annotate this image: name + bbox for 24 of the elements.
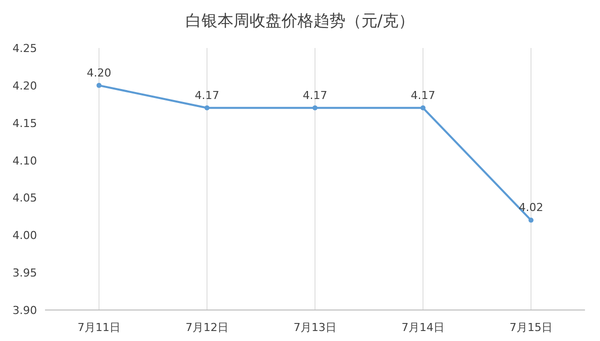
data-label: 4.17 <box>194 88 220 102</box>
data-label: 4.20 <box>86 66 112 80</box>
y-tick-label: 4.15 <box>12 116 37 130</box>
point <box>312 105 318 110</box>
point <box>204 105 210 110</box>
x-tick-label: 7月15日 <box>510 321 552 334</box>
y-tick-label: 3.90 <box>12 304 37 317</box>
y-tick-label: 4.05 <box>12 192 37 205</box>
x-tick-label: 7月13日 <box>294 321 336 334</box>
x-tick-label: 7月12日 <box>186 321 228 334</box>
data-label: 4.17 <box>410 88 436 102</box>
point <box>528 218 534 223</box>
y-tick-label: 4.25 <box>12 42 37 55</box>
data-label: 4.17 <box>302 88 328 102</box>
data-label: 4.02 <box>518 201 544 214</box>
point <box>96 82 102 88</box>
y-tick-label: 4.10 <box>12 154 37 168</box>
y-tick-label: 3.95 <box>12 266 37 280</box>
chart-title: 白银本周收盘价格趋势（元/克） <box>185 11 415 30</box>
x-tick-label: 7月11日 <box>78 321 120 334</box>
y-tick-label: 4.20 <box>12 79 37 92</box>
point <box>420 105 426 110</box>
x-tick-label: 7月14日 <box>402 321 444 334</box>
y-tick-label: 4.00 <box>12 229 37 242</box>
